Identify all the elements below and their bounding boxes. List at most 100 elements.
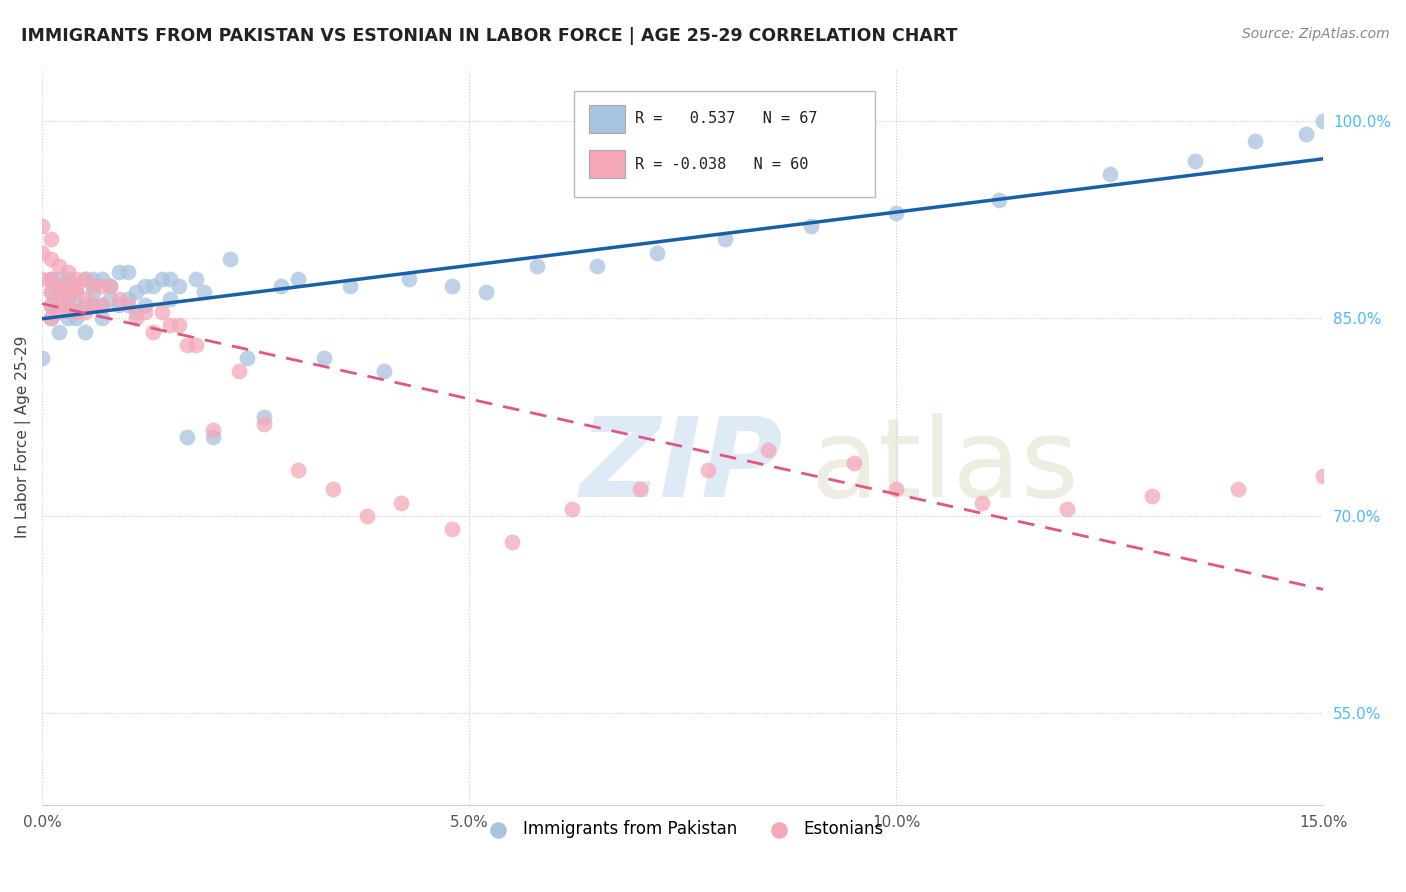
- Point: [48, 259, 70, 273]
- Point: [56, 285, 79, 299]
- Point: [39, 285, 62, 299]
- Point: [39, 298, 62, 312]
- Point: [1142, 489, 1164, 503]
- Point: [142, 278, 165, 293]
- Point: [193, 285, 215, 299]
- Point: [117, 265, 139, 279]
- Point: [228, 364, 250, 378]
- Point: [714, 232, 737, 246]
- Point: [31, 351, 53, 365]
- Point: [184, 272, 207, 286]
- Point: [56, 285, 79, 299]
- Point: [441, 522, 464, 536]
- Bar: [589, 150, 626, 178]
- Point: [100, 292, 122, 306]
- Point: [1312, 469, 1334, 483]
- Point: [184, 337, 207, 351]
- Point: [253, 410, 276, 425]
- Point: [142, 325, 165, 339]
- Point: [312, 351, 335, 365]
- Point: [697, 463, 720, 477]
- Point: [65, 298, 87, 312]
- Point: [1098, 167, 1121, 181]
- Point: [56, 298, 79, 312]
- Point: [39, 298, 62, 312]
- Point: [117, 298, 139, 312]
- Point: [82, 272, 104, 286]
- Point: [39, 272, 62, 286]
- Point: [1312, 114, 1334, 128]
- Point: [884, 483, 907, 497]
- Text: IMMIGRANTS FROM PAKISTAN VS ESTONIAN IN LABOR FORCE | AGE 25-29 CORRELATION CHAR: IMMIGRANTS FROM PAKISTAN VS ESTONIAN IN …: [21, 27, 957, 45]
- Text: Source: ZipAtlas.com: Source: ZipAtlas.com: [1241, 27, 1389, 41]
- Point: [108, 292, 131, 306]
- Point: [48, 298, 70, 312]
- Point: [39, 311, 62, 326]
- Point: [398, 272, 420, 286]
- Point: [117, 292, 139, 306]
- Point: [125, 311, 148, 326]
- Point: [48, 272, 70, 286]
- Point: [48, 298, 70, 312]
- Point: [270, 278, 292, 293]
- Point: [100, 278, 122, 293]
- Point: [82, 298, 104, 312]
- Point: [90, 298, 112, 312]
- Point: [48, 325, 70, 339]
- Point: [31, 245, 53, 260]
- Point: [39, 272, 62, 286]
- Point: [73, 272, 96, 286]
- Point: [176, 430, 198, 444]
- Text: atlas: atlas: [811, 413, 1080, 520]
- Point: [65, 278, 87, 293]
- Point: [134, 305, 156, 319]
- Point: [108, 298, 131, 312]
- Point: [176, 337, 198, 351]
- Point: [970, 495, 993, 509]
- Point: [39, 252, 62, 267]
- Point: [90, 278, 112, 293]
- Point: [201, 423, 224, 437]
- Point: [73, 298, 96, 312]
- Point: [65, 285, 87, 299]
- Point: [65, 311, 87, 326]
- Point: [39, 232, 62, 246]
- Text: R =   0.537   N = 67: R = 0.537 N = 67: [636, 112, 818, 126]
- Point: [475, 285, 498, 299]
- Point: [134, 278, 156, 293]
- Point: [56, 298, 79, 312]
- Text: ZIP: ZIP: [581, 413, 783, 520]
- Point: [201, 430, 224, 444]
- Point: [219, 252, 242, 267]
- Point: [125, 285, 148, 299]
- Point: [56, 272, 79, 286]
- Point: [100, 278, 122, 293]
- Point: [39, 311, 62, 326]
- Point: [108, 265, 131, 279]
- Point: [287, 463, 309, 477]
- Point: [526, 259, 548, 273]
- Point: [167, 278, 190, 293]
- Point: [73, 292, 96, 306]
- Bar: [574, 91, 875, 197]
- Point: [90, 272, 112, 286]
- Point: [356, 508, 378, 523]
- Point: [48, 305, 70, 319]
- Point: [56, 265, 79, 279]
- Point: [125, 305, 148, 319]
- Point: [134, 298, 156, 312]
- Point: [48, 285, 70, 299]
- Point: [82, 285, 104, 299]
- Point: [339, 278, 361, 293]
- Point: [56, 278, 79, 293]
- Text: R = -0.038   N = 60: R = -0.038 N = 60: [636, 157, 808, 172]
- Point: [441, 278, 464, 293]
- Point: [73, 272, 96, 286]
- Point: [56, 311, 79, 326]
- Point: [1184, 153, 1206, 168]
- Point: [253, 417, 276, 431]
- Y-axis label: In Labor Force | Age 25-29: In Labor Force | Age 25-29: [15, 335, 31, 538]
- Point: [73, 305, 96, 319]
- Point: [159, 272, 181, 286]
- Legend: Immigrants from Pakistan, Estonians: Immigrants from Pakistan, Estonians: [475, 814, 891, 845]
